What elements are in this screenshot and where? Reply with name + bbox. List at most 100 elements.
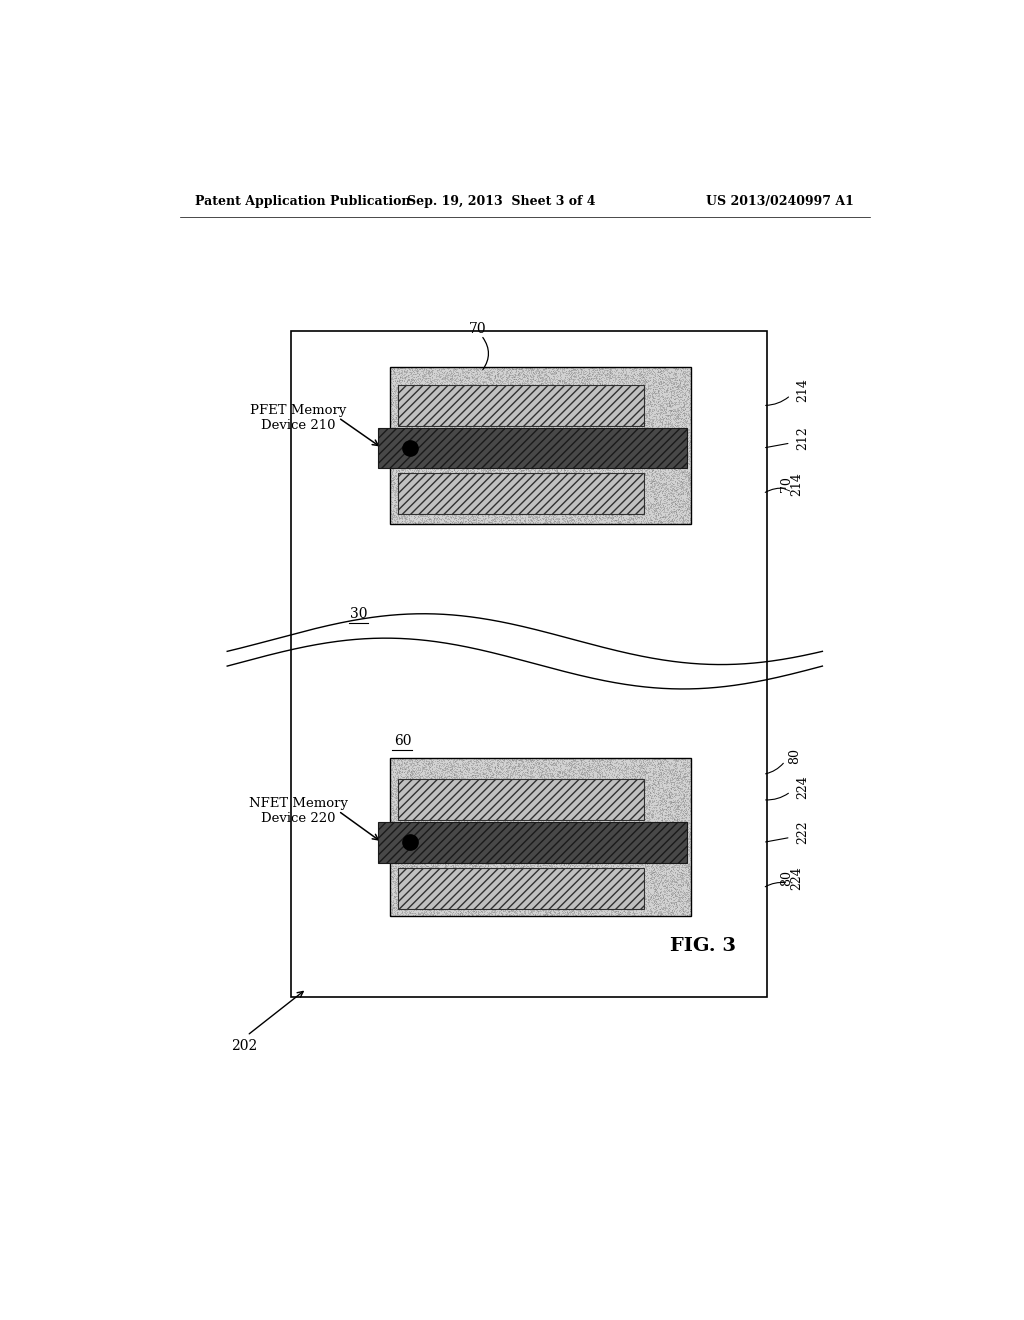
Point [425, 389, 441, 411]
Point [650, 491, 667, 512]
Point [494, 455, 510, 477]
Point [494, 405, 510, 426]
Point [396, 471, 413, 492]
Point [508, 360, 524, 381]
Point [432, 870, 449, 891]
Point [655, 360, 672, 381]
Point [498, 487, 514, 508]
Point [520, 477, 537, 498]
Point [442, 449, 459, 470]
Point [633, 391, 649, 412]
Point [554, 425, 570, 446]
Point [544, 475, 560, 496]
Point [581, 871, 597, 892]
Point [665, 457, 681, 478]
Point [616, 854, 633, 875]
Point [503, 838, 519, 859]
Point [560, 425, 577, 446]
Point [488, 507, 505, 528]
Point [547, 863, 563, 884]
Point [383, 855, 399, 876]
Point [582, 825, 598, 846]
Point [382, 829, 398, 850]
Point [518, 809, 535, 830]
Point [388, 445, 404, 466]
Point [599, 480, 615, 502]
Point [606, 426, 623, 447]
Point [530, 362, 547, 383]
Point [578, 800, 594, 821]
Point [681, 467, 697, 488]
Point [570, 408, 587, 429]
Point [541, 486, 557, 507]
Point [524, 899, 541, 920]
Point [388, 850, 404, 871]
Point [493, 508, 509, 529]
Point [668, 871, 684, 892]
Point [618, 368, 635, 389]
Point [621, 768, 637, 789]
Point [553, 774, 569, 795]
Point [475, 407, 492, 428]
Point [494, 467, 510, 488]
Point [392, 428, 409, 449]
Point [652, 480, 669, 502]
Point [678, 892, 694, 913]
Point [552, 776, 568, 797]
Point [560, 797, 577, 818]
Point [445, 479, 462, 500]
Point [547, 477, 563, 498]
Point [587, 513, 603, 535]
Point [457, 458, 473, 479]
Point [423, 891, 439, 912]
Point [462, 808, 478, 829]
Point [469, 845, 485, 866]
Point [671, 433, 687, 454]
Point [595, 813, 611, 834]
Point [631, 783, 647, 804]
Point [591, 454, 607, 475]
Point [561, 902, 578, 923]
Point [390, 401, 407, 422]
Point [497, 430, 513, 451]
Point [673, 866, 689, 887]
Point [581, 445, 597, 466]
Point [551, 370, 567, 391]
Point [516, 400, 532, 421]
Point [668, 845, 684, 866]
Point [454, 356, 470, 378]
Point [577, 372, 593, 393]
Point [545, 755, 561, 776]
Point [488, 843, 505, 865]
Point [494, 437, 510, 458]
Point [605, 488, 622, 510]
Point [639, 871, 655, 892]
Point [675, 879, 691, 900]
Point [452, 407, 468, 428]
Point [384, 859, 400, 880]
Point [566, 422, 583, 444]
Point [612, 784, 629, 805]
Point [407, 417, 423, 438]
Point [579, 388, 595, 409]
Point [646, 400, 663, 421]
Point [481, 417, 498, 438]
Point [399, 383, 416, 404]
Point [534, 884, 550, 906]
Point [383, 763, 399, 784]
Point [421, 871, 437, 892]
Point [585, 879, 601, 900]
Point [655, 890, 672, 911]
Point [467, 865, 483, 886]
Point [412, 776, 428, 797]
Point [581, 825, 597, 846]
Point [607, 883, 624, 904]
Point [562, 437, 579, 458]
Point [544, 454, 560, 475]
Point [395, 837, 412, 858]
Point [674, 899, 690, 920]
Point [648, 870, 665, 891]
Point [520, 891, 537, 912]
Point [387, 883, 403, 904]
Point [446, 855, 463, 876]
